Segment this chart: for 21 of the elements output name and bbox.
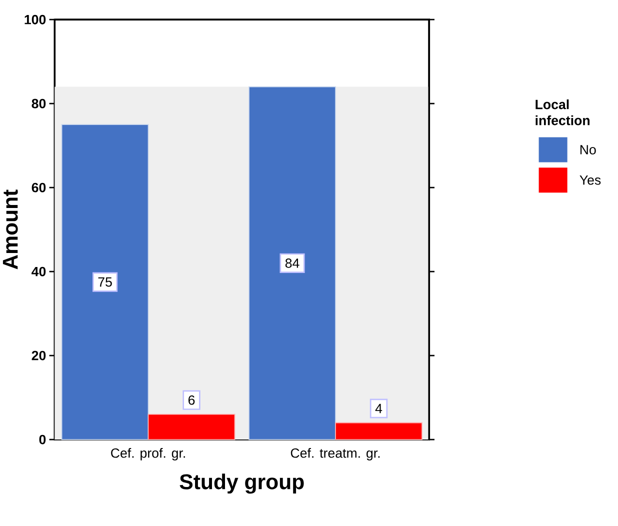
data-label: 84: [285, 258, 300, 268]
y-tick-label: 100: [24, 14, 46, 24]
x-axis-title: Study group: [180, 474, 304, 494]
x-tick-label: Cef. prof. gr.: [111, 448, 185, 460]
legend-title: Local infection: [536, 99, 590, 126]
y-tick-label: 80: [32, 98, 46, 108]
y-tick-label: 40: [32, 266, 46, 276]
y-tick-label: 0: [39, 434, 46, 444]
bar: [148, 414, 236, 440]
data-label: 4: [375, 404, 382, 414]
legend-label: Yes: [580, 175, 601, 185]
bar: [335, 422, 422, 440]
legend-label: No: [580, 145, 596, 154]
data-label: 6: [188, 395, 195, 405]
x-tick-label: Cef. treatm. gr.: [290, 448, 380, 460]
y-tick-label: 20: [32, 350, 46, 360]
bar: [248, 86, 336, 440]
bar: [61, 124, 149, 440]
y-tick-label: 60: [32, 182, 46, 192]
data-label: 75: [98, 277, 112, 287]
y-axis-title: Amount: [2, 190, 18, 270]
